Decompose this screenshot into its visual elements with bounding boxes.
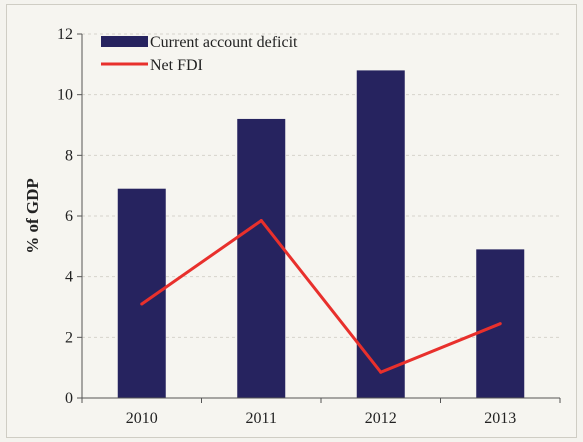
x-tick-label: 2013: [484, 410, 516, 427]
x-tick-label: 2011: [246, 410, 277, 427]
x-tick-label: 2010: [126, 410, 158, 427]
x-tick-label: 2012: [365, 410, 397, 427]
legend-swatch-current-account-deficit: [101, 36, 148, 47]
x-tick-labels: 2010 2011 2012 2013: [81, 398, 561, 427]
legend-label-net-fdi: Net FDI: [150, 57, 203, 74]
line-net-fdi: [140, 219, 501, 374]
y-tick-label: 10: [57, 87, 73, 104]
bar-series: [117, 70, 525, 399]
legend-label-current-account-deficit: Current account deficit: [150, 34, 298, 51]
point-net-fdi-2013: [498, 322, 502, 326]
line-series: [140, 219, 502, 374]
bar-current-account-deficit-2012: [356, 70, 405, 399]
y-tick-label: 8: [65, 147, 73, 164]
y-tick-label: 2: [65, 329, 73, 346]
y-axis-title: % of GDP: [23, 178, 42, 254]
point-net-fdi-2011: [259, 219, 263, 223]
y-tick-label: 4: [65, 269, 73, 286]
y-tick-label: 12: [57, 26, 73, 43]
point-net-fdi-2010: [140, 302, 144, 306]
legend: Current account deficit Net FDI: [101, 34, 298, 74]
y-tick-label: 6: [65, 208, 73, 225]
y-tick-label: 0: [65, 390, 73, 407]
bar-current-account-deficit-2011: [237, 118, 286, 398]
y-tick-labels: 0 2 4 6 8 10 12: [57, 26, 82, 407]
point-net-fdi-2012: [379, 370, 383, 374]
